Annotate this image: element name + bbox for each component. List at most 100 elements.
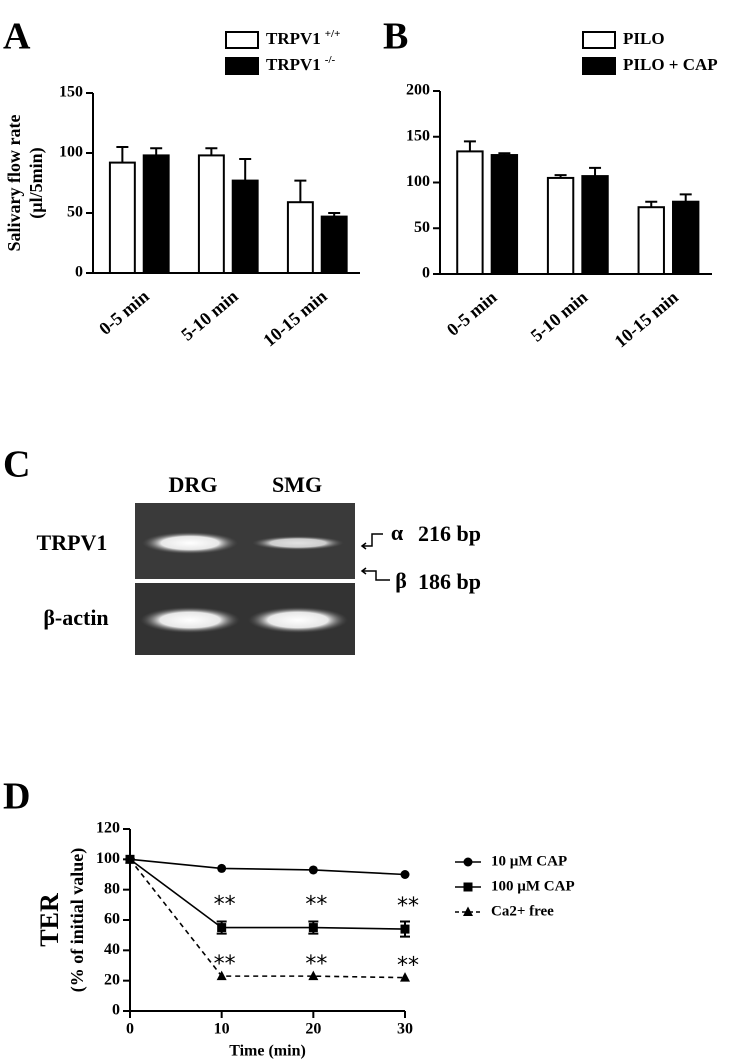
marker xyxy=(400,870,410,879)
legend-marker xyxy=(463,882,473,892)
x-tick-label: 0-5 min xyxy=(443,287,501,340)
legend-label: 100 µM CAP xyxy=(491,878,575,894)
x-tick-label: 20 xyxy=(305,1021,321,1038)
legend-label: TRPV1 -/- xyxy=(266,54,336,74)
legend-swatch xyxy=(582,31,616,49)
y-tick-label: 50 xyxy=(67,204,83,221)
band-size: 216 bp xyxy=(418,521,481,546)
significance: ** xyxy=(305,952,327,977)
row-label: β-actin xyxy=(43,605,108,630)
panel-label: B xyxy=(383,16,408,58)
arrow xyxy=(360,567,390,581)
arrow xyxy=(360,533,383,550)
y-tick-label: 0 xyxy=(422,265,430,282)
legend-name: TRPV1 xyxy=(266,29,321,48)
marker xyxy=(308,970,319,981)
legend-swatch xyxy=(582,57,616,75)
x-tick-label: 0 xyxy=(126,1021,134,1038)
marker xyxy=(216,970,227,981)
bar xyxy=(197,154,225,274)
bar xyxy=(231,179,259,275)
gel-band xyxy=(140,607,240,633)
marker xyxy=(308,923,318,933)
legend-label: TRPV1 +/+ xyxy=(266,28,340,48)
significance: ** xyxy=(397,954,419,979)
bar xyxy=(286,201,314,274)
significance: ** xyxy=(214,952,236,977)
y-tick-label: 0 xyxy=(112,1002,120,1019)
y-tick-label: 150 xyxy=(59,84,83,101)
y-axis-label: (µl/5min) xyxy=(26,147,47,218)
error-bar xyxy=(150,147,163,156)
marker xyxy=(400,924,410,934)
legend-label: PILO xyxy=(623,29,665,48)
bar xyxy=(546,176,575,275)
significance: ** xyxy=(397,894,419,919)
lane-label: DRG xyxy=(169,472,218,497)
error-bar xyxy=(239,158,252,181)
y-axis-label: Salivary flow rate xyxy=(4,115,24,252)
legend-name: TRPV1 xyxy=(266,55,321,74)
series-line xyxy=(129,858,406,930)
bar xyxy=(490,154,519,275)
error-bar xyxy=(679,193,692,202)
error-bar xyxy=(205,147,218,156)
y-tick-label: 120 xyxy=(96,820,120,837)
series-line xyxy=(129,858,406,979)
legend-marker xyxy=(463,906,473,916)
legend-name: PILO + CAP xyxy=(623,55,718,74)
bar xyxy=(456,150,484,275)
y-axis-label: TER xyxy=(35,893,64,947)
y-tick-label: 100 xyxy=(406,173,430,190)
bar xyxy=(672,200,700,275)
bar xyxy=(320,215,348,275)
band-symbol: α xyxy=(391,520,404,545)
gel-band xyxy=(248,607,348,633)
panel-label: A xyxy=(3,16,31,58)
bar xyxy=(637,206,665,275)
x-tick-label: 10-15 min xyxy=(259,286,330,350)
marker xyxy=(125,853,135,864)
x-tick-label: 10-15 min xyxy=(610,287,681,351)
legend-label: Ca2+ free xyxy=(491,903,554,919)
y-tick-label: 100 xyxy=(96,850,120,867)
legend-superscript: -/- xyxy=(325,54,336,66)
gel-band xyxy=(142,532,238,554)
x-tick-label: 0-5 min xyxy=(95,286,153,339)
x-tick-label: 5-10 min xyxy=(177,286,242,345)
marker xyxy=(308,865,318,875)
y-tick-label: 150 xyxy=(406,127,430,144)
gel-band xyxy=(252,536,344,550)
y-tick-label: 200 xyxy=(406,82,430,99)
bar xyxy=(108,161,136,275)
bar xyxy=(142,154,170,274)
panel-label: C xyxy=(3,444,30,486)
marker xyxy=(217,923,227,933)
y-tick-label: 100 xyxy=(59,144,83,161)
x-tick-label: 5-10 min xyxy=(527,287,592,346)
y-tick-label: 40 xyxy=(104,941,120,958)
legend-label: PILO + CAP xyxy=(623,55,718,74)
panel-label: D xyxy=(3,776,30,818)
y-tick-label: 60 xyxy=(104,911,120,928)
legend-marker xyxy=(463,857,473,867)
y-tick-label: 50 xyxy=(414,219,430,236)
legend-superscript: +/+ xyxy=(325,28,341,40)
error-bar xyxy=(294,179,307,203)
row-label: TRPV1 xyxy=(37,530,108,555)
error-bar xyxy=(589,166,602,177)
significance: ** xyxy=(214,893,236,918)
legend-swatch xyxy=(225,31,259,49)
series-line xyxy=(129,858,406,876)
band-size: 186 bp xyxy=(418,569,481,594)
x-axis-label: Time (min) xyxy=(229,1043,306,1060)
y-tick-label: 20 xyxy=(104,971,120,988)
marker xyxy=(400,972,410,982)
error-bar xyxy=(463,140,476,152)
legend-name: PILO xyxy=(623,29,665,48)
error-bar xyxy=(116,146,129,163)
legend-swatch xyxy=(225,57,259,75)
y-tick-label: 80 xyxy=(104,880,120,897)
y-tick-label: 0 xyxy=(75,264,83,281)
lane-label: SMG xyxy=(272,472,322,497)
